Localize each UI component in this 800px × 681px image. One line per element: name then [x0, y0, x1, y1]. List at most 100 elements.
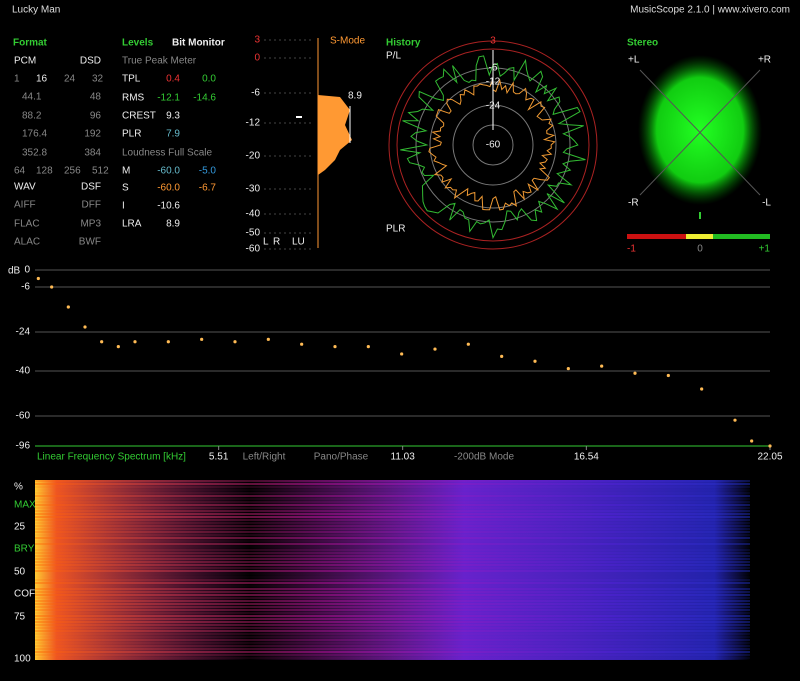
- label: True Peak Meter: [122, 56, 197, 67]
- label: -10.6: [157, 201, 180, 212]
- label: 256: [64, 166, 81, 177]
- label: -14.6: [193, 93, 216, 104]
- stripe: [35, 570, 750, 572]
- stripe: [35, 621, 750, 623]
- stripe: [35, 498, 750, 500]
- x-tick-label: 11.03: [391, 452, 416, 463]
- stripe: [35, 495, 750, 497]
- label: -24: [486, 101, 501, 112]
- label: MP3: [80, 219, 101, 230]
- label: 75: [14, 612, 26, 623]
- stripe: [35, 588, 750, 590]
- track: Lucky Man: [12, 5, 60, 16]
- label: Pano/Phase: [314, 452, 369, 463]
- label: -50: [246, 228, 261, 239]
- label: -30: [246, 184, 261, 195]
- marker: [296, 116, 302, 118]
- label: %: [14, 482, 23, 493]
- spectrum-point: [500, 354, 504, 358]
- label: WAV: [14, 182, 36, 193]
- stripe: [35, 510, 750, 512]
- smode-value: 8.9: [348, 91, 362, 102]
- spectrum-point: [66, 305, 70, 309]
- spectrum-point: [733, 418, 737, 422]
- stripe: [35, 609, 750, 611]
- spectrum-point: [300, 342, 304, 346]
- spectrum-point: [600, 364, 604, 368]
- label: 24: [64, 74, 76, 85]
- label: BWF: [79, 237, 101, 248]
- label: Left/Right: [243, 452, 286, 463]
- label: 25: [14, 522, 26, 533]
- history-trace: [400, 55, 586, 240]
- stripe: [35, 567, 750, 569]
- spectrum-point: [266, 337, 270, 341]
- spectrum-title: Linear Frequency Spectrum [kHz]: [37, 452, 186, 463]
- x-tick-label: 22.05: [757, 452, 782, 463]
- label: 3: [490, 36, 496, 47]
- stripe: [35, 486, 750, 488]
- spectrum-point: [750, 439, 754, 443]
- stripe: [35, 639, 750, 641]
- y-tick-label: 0: [24, 265, 30, 276]
- label: 64: [14, 166, 26, 177]
- label: 0: [697, 244, 703, 255]
- stripe: [35, 600, 750, 602]
- label: 384: [84, 148, 101, 159]
- spectrum-point: [83, 325, 87, 329]
- stripe: [35, 531, 750, 533]
- label: +L: [628, 55, 640, 66]
- y-tick-label: -6: [21, 282, 30, 293]
- label: 48: [90, 92, 102, 103]
- stripe: [35, 654, 750, 656]
- label: -40: [246, 209, 261, 220]
- y-tick-label: -60: [16, 411, 31, 422]
- stripe: [35, 555, 750, 557]
- label: -6: [489, 63, 498, 74]
- label: 88.2: [22, 111, 42, 122]
- section-title: Stereo: [627, 38, 658, 49]
- stripe: [35, 603, 750, 605]
- stripe: [35, 528, 750, 530]
- label: 7.9: [166, 129, 180, 140]
- stripe: [35, 642, 750, 644]
- spectrum-point: [100, 340, 104, 344]
- x-tick-label: 5.51: [209, 452, 229, 463]
- label: FLAC: [14, 219, 40, 230]
- stripe: [35, 564, 750, 566]
- stripe: [35, 624, 750, 626]
- stripe: [35, 546, 750, 548]
- label: -R: [628, 198, 639, 209]
- goniometer: [638, 55, 762, 205]
- label: 128: [36, 166, 53, 177]
- stripe: [35, 489, 750, 491]
- spectrum-point: [233, 340, 237, 344]
- label: AIFF: [14, 200, 36, 211]
- label: 96: [90, 111, 102, 122]
- stripe: [35, 540, 750, 542]
- label: -20: [246, 151, 261, 162]
- spectrum-point: [466, 342, 470, 346]
- stripe: [35, 492, 750, 494]
- stripe: [35, 633, 750, 635]
- stripe: [35, 537, 750, 539]
- smode-title: S-Mode: [330, 36, 365, 47]
- smode-histogram: [318, 95, 352, 175]
- label: -12.1: [157, 93, 180, 104]
- label: +1: [759, 244, 771, 255]
- stripe: [35, 558, 750, 560]
- stripe: [35, 579, 750, 581]
- stripe: [35, 501, 750, 503]
- spectrogram-stripes: [35, 480, 750, 659]
- stripe: [35, 576, 750, 578]
- section-title: History: [386, 38, 421, 49]
- corr-bar: [627, 234, 686, 239]
- label: PLR: [386, 224, 405, 235]
- stripe: [35, 573, 750, 575]
- stripe: [35, 552, 750, 554]
- label: +R: [758, 55, 771, 66]
- label: 176.4: [22, 129, 47, 140]
- stripe: [35, 549, 750, 551]
- x-tick-label: 16.54: [574, 452, 599, 463]
- corr-bar: [713, 234, 770, 239]
